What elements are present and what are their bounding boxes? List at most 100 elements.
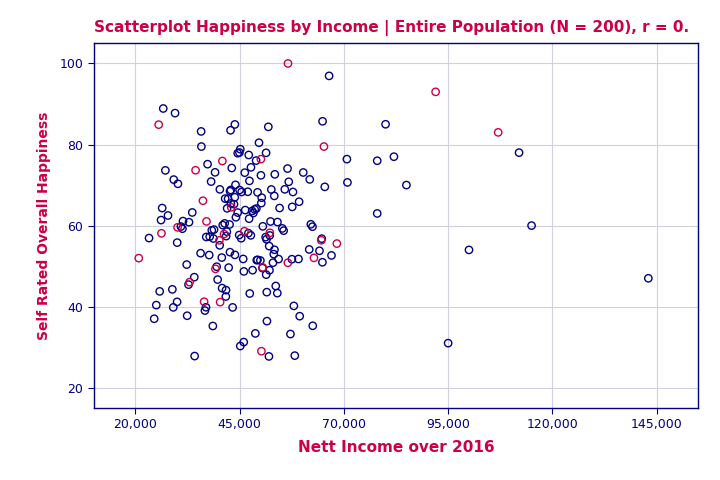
Point bbox=[238, 228, 250, 235]
Point bbox=[220, 293, 232, 300]
Point bbox=[268, 250, 279, 258]
Point bbox=[287, 188, 299, 196]
Point bbox=[315, 237, 327, 244]
Point bbox=[224, 188, 235, 195]
Point bbox=[269, 246, 280, 253]
Point bbox=[202, 160, 213, 168]
Point bbox=[225, 126, 236, 134]
Point bbox=[235, 145, 246, 153]
Point bbox=[230, 214, 242, 221]
Point bbox=[319, 183, 330, 191]
Point bbox=[195, 128, 207, 135]
Point bbox=[260, 233, 271, 241]
Point bbox=[210, 168, 221, 176]
Point bbox=[251, 256, 263, 264]
Point bbox=[246, 207, 258, 215]
Point bbox=[184, 278, 195, 286]
Point bbox=[219, 219, 230, 227]
Point bbox=[153, 121, 164, 129]
Point bbox=[307, 322, 318, 330]
Point bbox=[318, 143, 330, 150]
Point bbox=[240, 206, 251, 214]
Point bbox=[253, 139, 265, 146]
Point bbox=[224, 221, 235, 228]
Point bbox=[264, 242, 275, 250]
Point bbox=[243, 229, 254, 237]
Point bbox=[189, 352, 200, 360]
Point bbox=[257, 223, 269, 230]
Point bbox=[198, 298, 210, 306]
Point bbox=[246, 164, 257, 171]
Point bbox=[305, 220, 317, 228]
Point bbox=[195, 249, 207, 257]
Point bbox=[257, 264, 269, 272]
Point bbox=[232, 149, 243, 157]
Point bbox=[190, 167, 202, 174]
Point bbox=[400, 181, 412, 189]
Point bbox=[214, 241, 225, 249]
Point bbox=[264, 266, 275, 274]
Point bbox=[189, 273, 200, 281]
Point bbox=[150, 301, 162, 309]
Point bbox=[388, 153, 400, 160]
Point bbox=[176, 225, 188, 232]
Point bbox=[221, 228, 233, 236]
Point bbox=[526, 222, 537, 229]
Point bbox=[264, 229, 276, 237]
Point bbox=[307, 223, 318, 230]
Point bbox=[239, 169, 251, 177]
Text: Scatterplot Happiness by Income | Entire Population (N = 200), r = 0.: Scatterplot Happiness by Income | Entire… bbox=[94, 20, 689, 36]
Point bbox=[271, 289, 283, 297]
Point bbox=[245, 231, 256, 239]
Point bbox=[251, 205, 262, 213]
Point bbox=[267, 259, 279, 266]
Point bbox=[172, 180, 184, 188]
Point bbox=[172, 224, 184, 231]
Point bbox=[372, 210, 383, 217]
Point bbox=[261, 149, 272, 156]
Point bbox=[282, 60, 294, 67]
Point bbox=[274, 204, 285, 212]
Point bbox=[206, 227, 217, 234]
Point bbox=[255, 171, 266, 179]
Point bbox=[257, 264, 269, 271]
Point bbox=[143, 234, 155, 242]
Point bbox=[271, 218, 283, 226]
Point bbox=[181, 312, 193, 320]
Point bbox=[217, 221, 228, 229]
Point bbox=[215, 298, 226, 306]
Point bbox=[256, 348, 267, 355]
Point bbox=[160, 167, 171, 174]
Point bbox=[255, 156, 266, 163]
Point bbox=[168, 303, 179, 311]
Point bbox=[243, 215, 255, 223]
Point bbox=[261, 235, 272, 243]
Point bbox=[154, 288, 166, 295]
Point bbox=[171, 239, 183, 246]
Point bbox=[284, 330, 296, 338]
Point bbox=[183, 218, 194, 226]
Point bbox=[430, 88, 441, 96]
Point bbox=[227, 303, 238, 311]
Point bbox=[218, 230, 230, 238]
Point bbox=[205, 178, 217, 185]
Point bbox=[200, 233, 212, 241]
Point bbox=[204, 251, 215, 259]
Point bbox=[261, 288, 273, 296]
Point bbox=[248, 209, 259, 217]
Point bbox=[207, 235, 219, 242]
Point bbox=[230, 181, 241, 189]
Point bbox=[224, 248, 235, 256]
Point bbox=[220, 195, 231, 203]
Point bbox=[513, 149, 525, 156]
Point bbox=[208, 226, 220, 233]
Point bbox=[308, 254, 320, 262]
Point bbox=[442, 339, 454, 347]
Point bbox=[243, 177, 255, 185]
Point bbox=[228, 200, 240, 208]
Point bbox=[207, 322, 219, 330]
Point bbox=[266, 186, 277, 193]
Point bbox=[380, 120, 392, 128]
Point bbox=[199, 307, 211, 314]
Point bbox=[226, 164, 238, 172]
